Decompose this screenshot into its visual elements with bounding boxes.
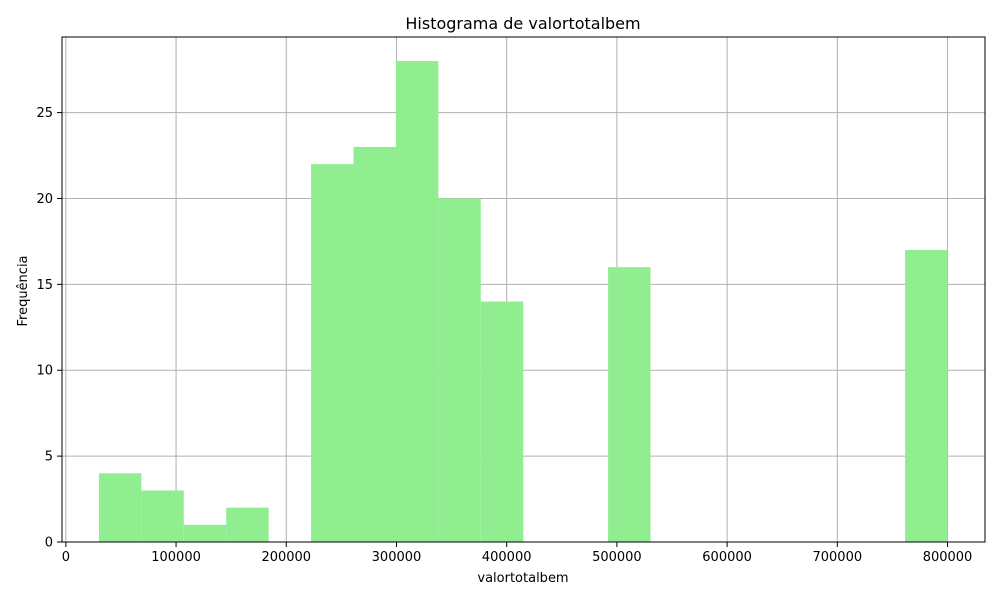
histogram-bar: [98, 473, 142, 542]
x-tick-label: 500000: [592, 550, 642, 565]
histogram-bar: [608, 267, 651, 542]
histogram-bar: [183, 524, 227, 542]
y-tick-label: 10: [36, 364, 53, 379]
x-tick-label: 400000: [482, 550, 532, 565]
x-tick-label: 100000: [151, 550, 201, 565]
y-axis-label: Frequência: [16, 255, 31, 326]
y-tick-label: 0: [45, 536, 53, 551]
x-tick-label: 800000: [923, 550, 973, 565]
x-tick-label: 300000: [372, 550, 422, 565]
y-tick-label: 20: [36, 192, 53, 207]
y-axis-ticks: 0 5 10 15 20 25: [36, 106, 62, 551]
grid-lines: [62, 37, 985, 543]
chart-title: Histograma de valortotalbem: [405, 14, 640, 33]
histogram-bar: [311, 164, 354, 543]
histogram-bar: [438, 198, 481, 542]
histogram-bar: [141, 490, 184, 542]
histogram-bar: [480, 301, 524, 542]
histogram-bar: [226, 507, 269, 542]
plot-frame: [61, 36, 986, 543]
y-tick-label: 5: [45, 450, 53, 465]
x-axis-label: valortotalbem: [477, 571, 568, 586]
y-tick-label: 25: [36, 106, 53, 121]
x-tick-label: 200000: [261, 550, 311, 565]
histogram-bar: [353, 146, 396, 542]
histogram-bar: [395, 61, 439, 543]
x-axis-ticks: 0 100000 200000 300000 400000 500000 600000 700…: [62, 542, 973, 565]
x-tick-label: 700000: [812, 550, 862, 565]
y-tick-label: 15: [36, 278, 53, 293]
x-tick-label: 0: [62, 550, 70, 565]
x-tick-label: 600000: [702, 550, 752, 565]
histogram-bar: [905, 249, 948, 542]
histogram-bars: [98, 61, 948, 543]
